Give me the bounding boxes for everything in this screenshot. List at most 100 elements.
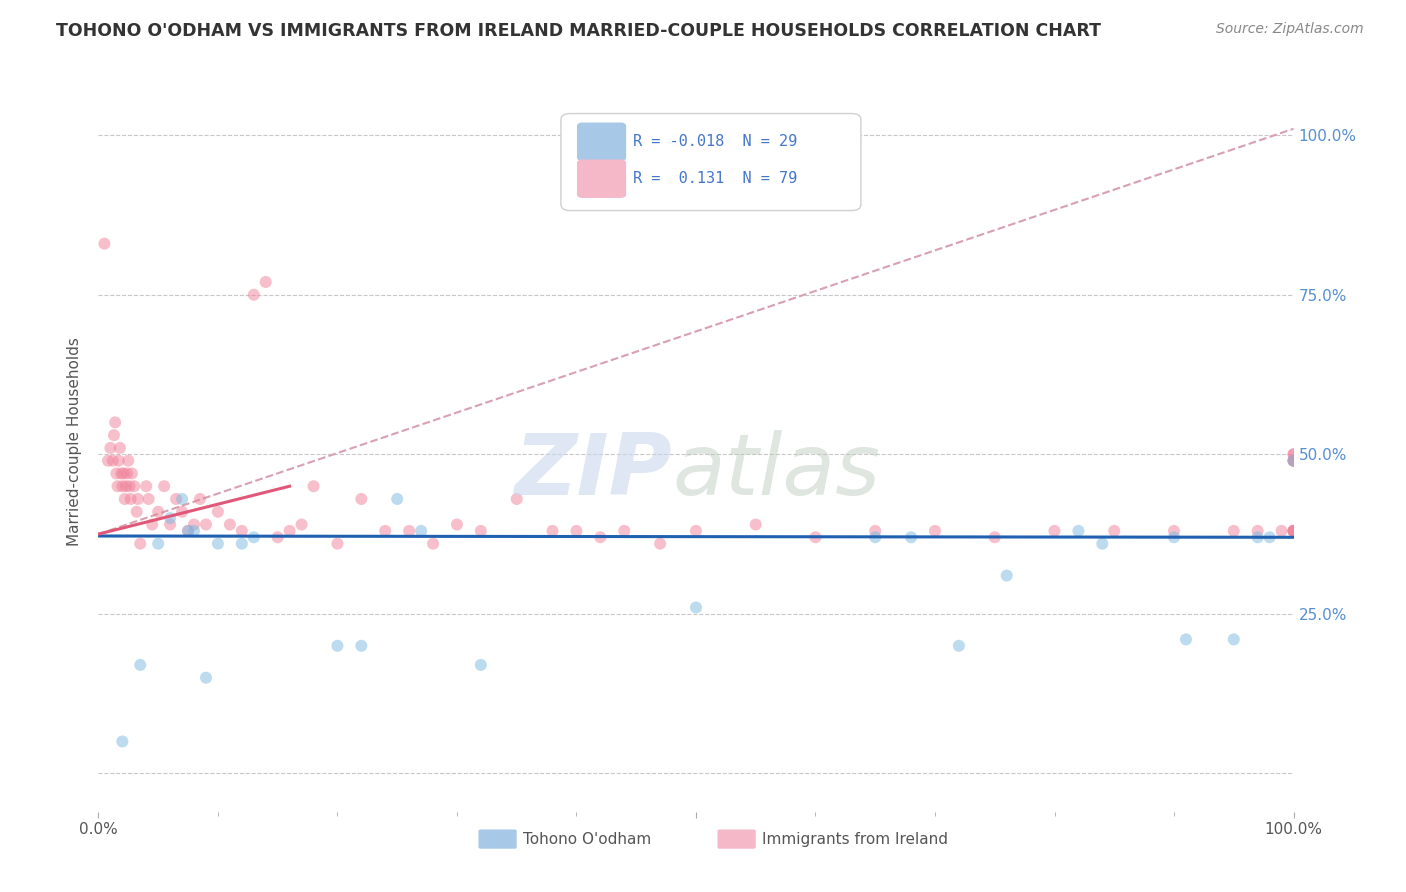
Point xyxy=(1282,524,1305,538)
FancyBboxPatch shape xyxy=(561,113,860,211)
Point xyxy=(111,479,134,493)
Point xyxy=(195,671,218,685)
FancyBboxPatch shape xyxy=(717,830,756,849)
Text: atlas: atlas xyxy=(672,430,880,513)
Point xyxy=(114,491,136,506)
Point xyxy=(159,511,181,525)
Point xyxy=(1163,524,1185,538)
Point xyxy=(159,517,181,532)
Point xyxy=(1282,447,1305,461)
Point xyxy=(1282,453,1305,467)
Point xyxy=(685,524,707,538)
Point xyxy=(1247,530,1270,544)
Point xyxy=(97,453,120,467)
Text: TOHONO O'ODHAM VS IMMIGRANTS FROM IRELAND MARRIED-COUPLE HOUSEHOLDS CORRELATION : TOHONO O'ODHAM VS IMMIGRANTS FROM IRELAN… xyxy=(56,22,1101,40)
Point xyxy=(231,524,253,538)
Point xyxy=(141,517,163,532)
Point xyxy=(900,530,922,544)
Point xyxy=(948,639,970,653)
Point xyxy=(115,479,138,493)
Point xyxy=(231,536,253,550)
Point xyxy=(107,453,129,467)
FancyBboxPatch shape xyxy=(478,830,517,849)
Point xyxy=(138,491,160,506)
Point xyxy=(1282,453,1305,467)
Point xyxy=(243,287,266,301)
Point xyxy=(865,530,887,544)
Point xyxy=(1282,453,1305,467)
FancyBboxPatch shape xyxy=(578,161,626,197)
Point xyxy=(1258,530,1281,544)
Point xyxy=(129,536,152,550)
Point xyxy=(613,524,636,538)
Point xyxy=(446,517,468,532)
Point xyxy=(506,491,529,506)
Point xyxy=(115,467,138,481)
Point xyxy=(98,441,122,455)
Point xyxy=(101,453,124,467)
Point xyxy=(183,517,205,532)
Point xyxy=(177,524,200,538)
Y-axis label: Married-couple Households: Married-couple Households xyxy=(66,337,82,546)
Point xyxy=(291,517,314,532)
Point xyxy=(110,467,132,481)
Point xyxy=(1282,524,1305,538)
Point xyxy=(648,536,672,550)
Point xyxy=(278,524,301,538)
Text: Source: ZipAtlas.com: Source: ZipAtlas.com xyxy=(1216,22,1364,37)
Point xyxy=(385,491,409,506)
Point xyxy=(470,657,492,672)
Point xyxy=(995,568,1018,582)
Point xyxy=(195,517,218,532)
Point xyxy=(105,467,128,481)
Point xyxy=(924,524,946,538)
Point xyxy=(129,657,152,672)
Point xyxy=(172,491,194,506)
Point xyxy=(1223,632,1246,647)
Text: ZIP: ZIP xyxy=(515,430,672,513)
Point xyxy=(589,530,612,544)
Point xyxy=(1282,524,1305,538)
Point xyxy=(103,428,125,442)
Point xyxy=(326,639,349,653)
Point xyxy=(267,530,290,544)
Point xyxy=(127,491,149,506)
Point xyxy=(93,236,115,251)
FancyBboxPatch shape xyxy=(578,123,626,161)
Point xyxy=(118,479,141,493)
Point xyxy=(745,517,768,532)
Point xyxy=(1043,524,1066,538)
Point xyxy=(302,479,325,493)
Point xyxy=(1067,524,1090,538)
Point xyxy=(219,517,242,532)
Point xyxy=(685,600,707,615)
Point xyxy=(374,524,396,538)
Point xyxy=(148,536,170,550)
Point xyxy=(177,524,200,538)
Point xyxy=(117,453,139,467)
Point xyxy=(565,524,588,538)
Point xyxy=(148,505,170,519)
Point xyxy=(326,536,349,550)
Point xyxy=(422,536,444,550)
Point xyxy=(350,491,373,506)
Point xyxy=(1271,524,1294,538)
Text: Tohono O'odham: Tohono O'odham xyxy=(523,831,651,847)
Point xyxy=(108,441,131,455)
Point xyxy=(398,524,420,538)
Point xyxy=(865,524,887,538)
Point xyxy=(107,479,129,493)
Point xyxy=(135,479,157,493)
Point xyxy=(1282,524,1305,538)
Point xyxy=(172,505,194,519)
Point xyxy=(188,491,211,506)
Point xyxy=(1282,447,1305,461)
Point xyxy=(254,275,277,289)
Point xyxy=(1091,536,1114,550)
Point xyxy=(207,536,229,550)
Point xyxy=(243,530,266,544)
Text: R = -0.018  N = 29: R = -0.018 N = 29 xyxy=(633,134,797,149)
Point xyxy=(104,416,127,430)
Text: R =  0.131  N = 79: R = 0.131 N = 79 xyxy=(633,171,797,186)
Text: Immigrants from Ireland: Immigrants from Ireland xyxy=(762,831,948,847)
